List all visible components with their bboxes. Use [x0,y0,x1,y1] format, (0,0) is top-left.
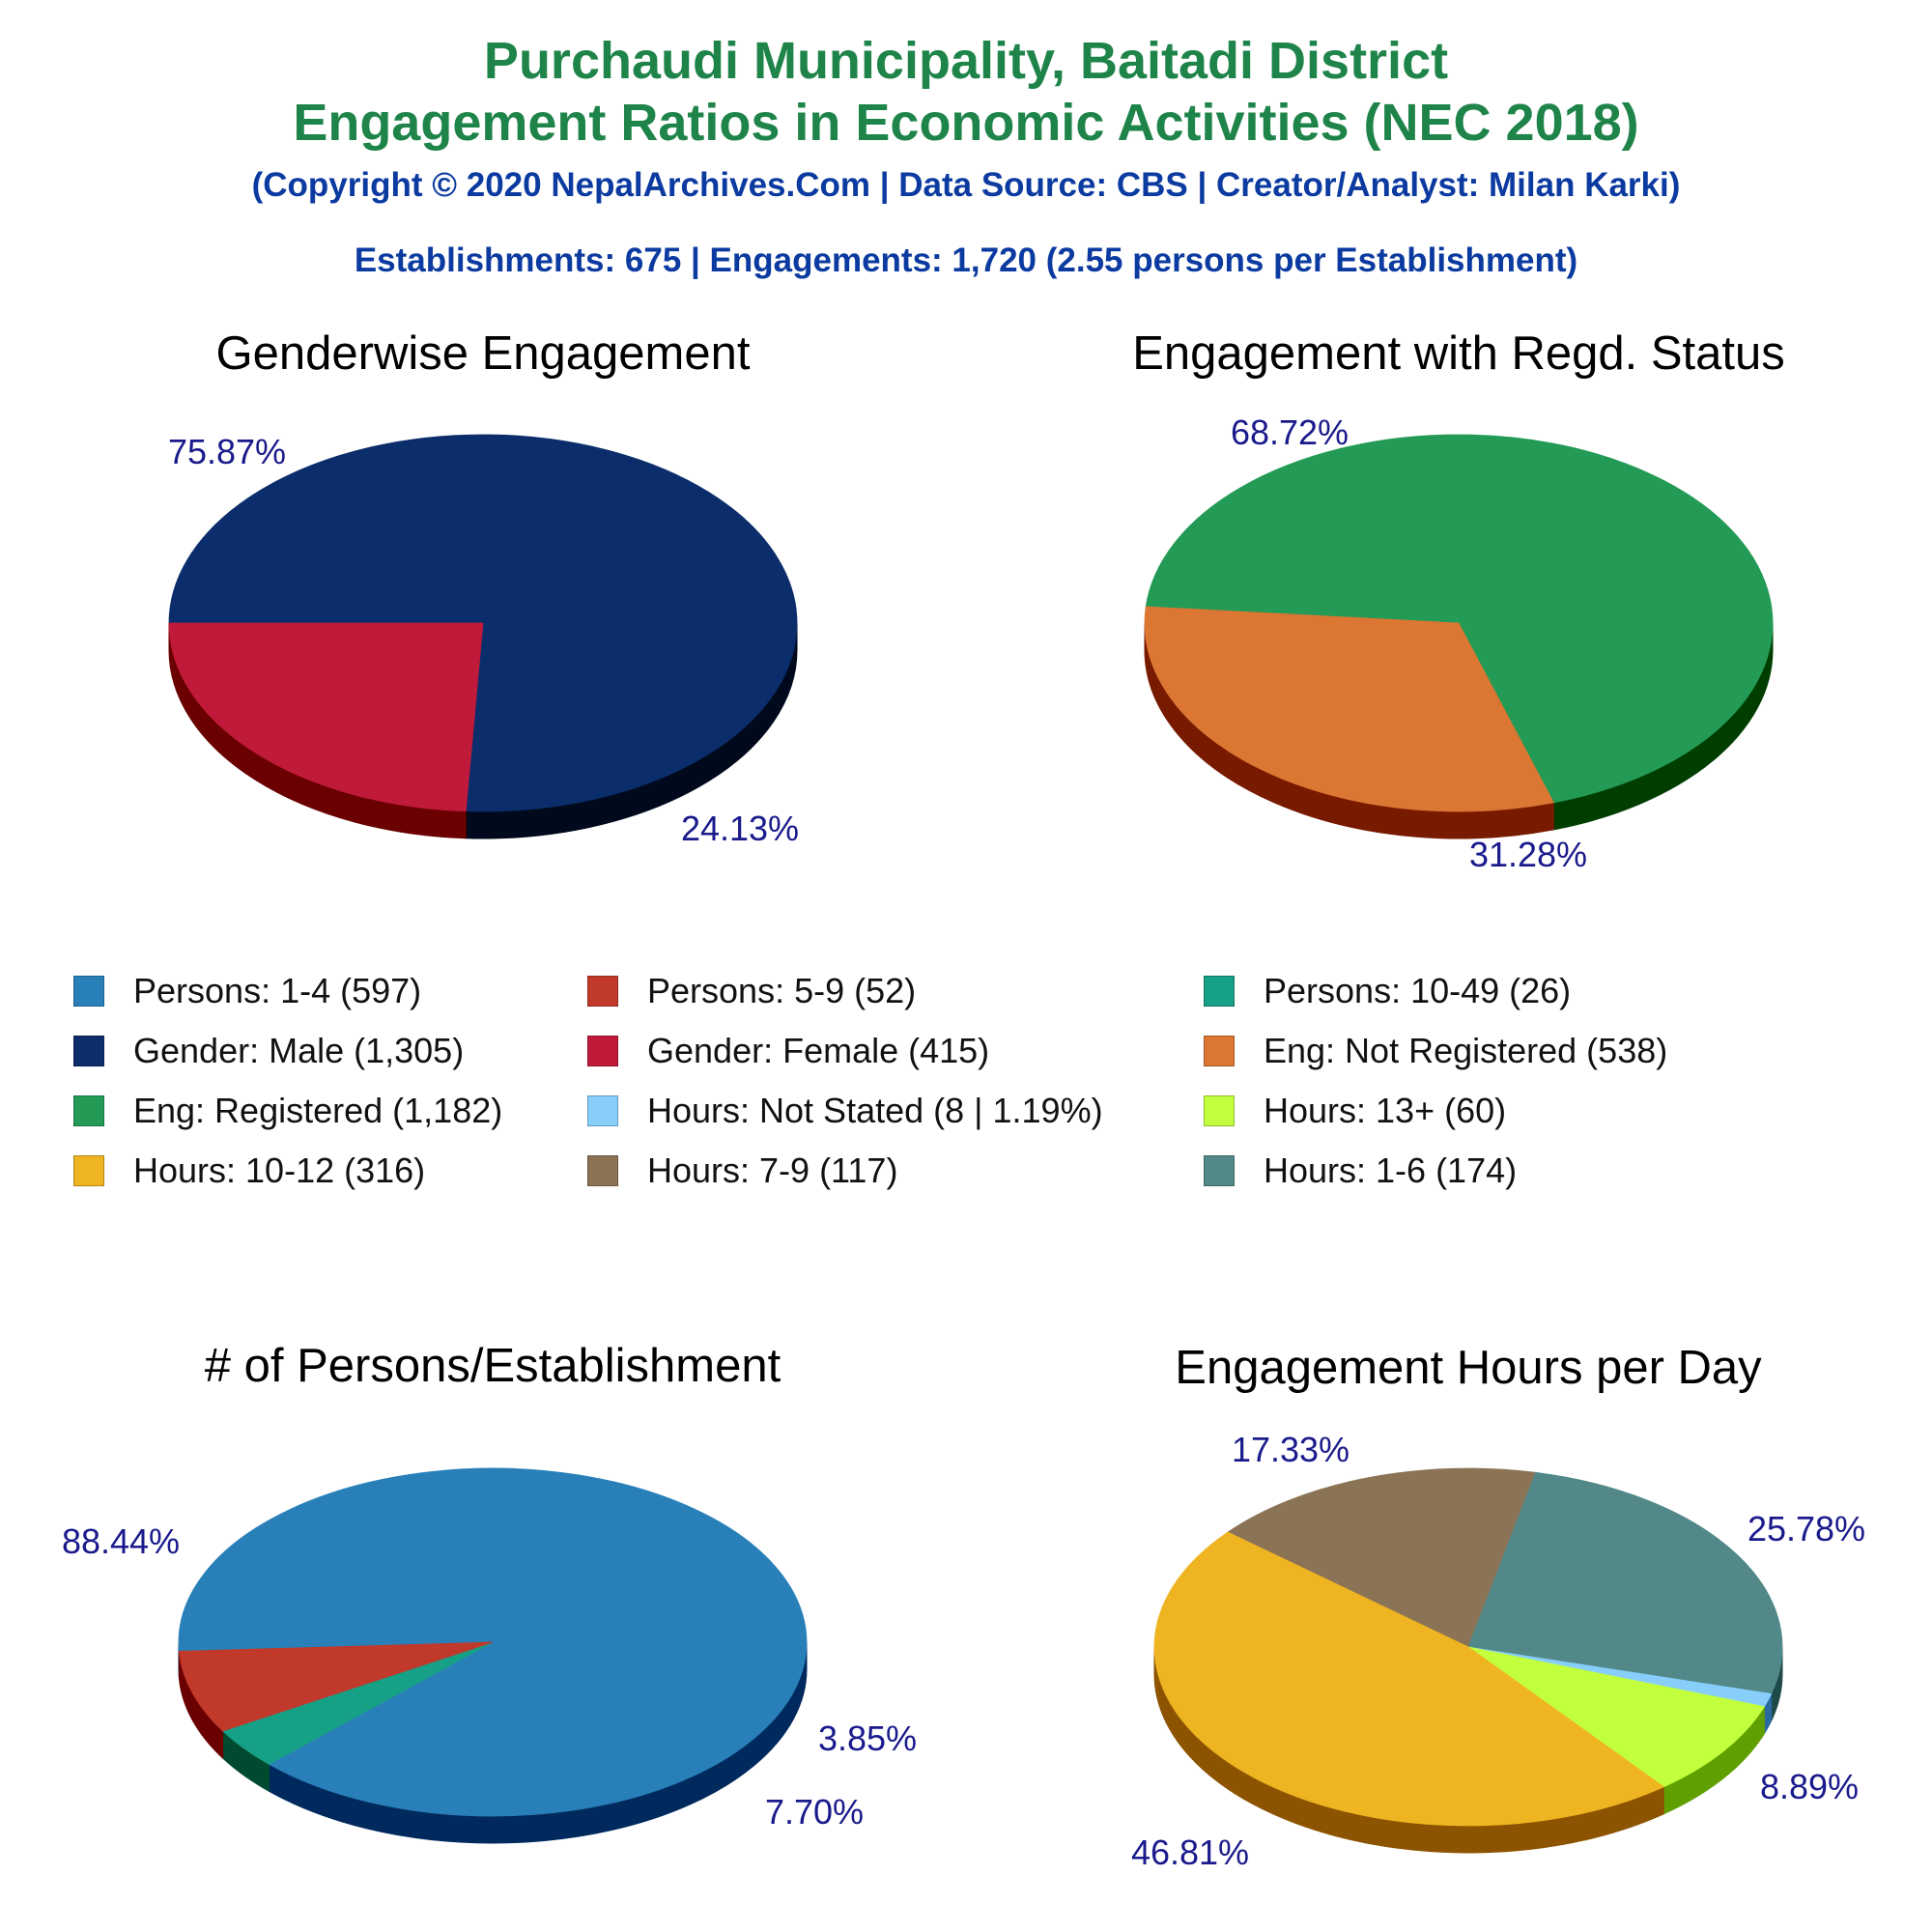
pie-label-persons-5-9: 7.70% [765,1792,864,1832]
legend-swatch [1204,1036,1235,1066]
pie-label-gender-male: 75.87% [168,432,286,471]
legend-item-gender-female-415: Gender: Female (415) [587,1021,989,1081]
main-title-line2: Engagement Ratios in Economic Activities… [293,94,1639,152]
pie-slice-hours-13 [1467,1646,1766,1788]
legend-label: Hours: 10-12 (316) [133,1151,426,1190]
pie-label-eng-registered: 68.72% [1231,412,1349,452]
pie-slice-gender-female [168,622,484,812]
main-title-line1: Purchaudi Municipality, Baitadi District [483,32,1449,90]
legend-swatch [1204,1095,1235,1126]
legend-item-hours-not-stated-8-1-19: Hours: Not Stated (8 | 1.19%) [587,1081,1103,1141]
chart-title: Genderwise Engagement [216,327,751,380]
pie-label-gender-female: 24.13% [681,809,799,848]
legend-row: Hours: 10-12 (316) Hours: 7-9 (117) Hours:… [73,1141,1909,1201]
legend-item-hours-13-60: Hours: 13+ (60) [1204,1081,1506,1141]
legend-item-gender-male-1-305: Gender: Male (1,305) [73,1021,464,1081]
pie-slice-hours-1-6 [1467,1471,1783,1694]
pie-label-eng-not-registered: 31.28% [1469,835,1587,874]
legend-label: Persons: 10-49 (26) [1264,971,1572,1010]
legend-label: Eng: Registered (1,182) [133,1091,503,1130]
legend-row: Persons: 1-4 (597) Persons: 5-9 (52) Perso… [73,961,1909,1021]
pie-chart-genderwise-engagement: Genderwise Engagement 75.87% 24.13% [168,327,799,848]
legend-swatch [73,976,104,1007]
pie-slice-persons-1-4 [178,1467,808,1817]
legend-item-hours-7-9-117: Hours: 7-9 (117) [587,1141,897,1201]
legend-swatch [587,1095,618,1126]
legend-row: Gender: Male (1,305) Gender: Female (415)… [73,1021,1909,1081]
legend-swatch [73,1095,104,1126]
legend-label: Persons: 1-4 (597) [133,971,422,1010]
summary-line: Establishments: 675 | Engagements: 1,720… [354,242,1578,279]
legend-label: Gender: Female (415) [647,1031,990,1070]
legend-label: Hours: 13+ (60) [1264,1091,1507,1130]
pie-chart-engagement-with-regd-status: Engagement with Regd. Status 68.72% 31.28% [1132,327,1785,874]
legend-swatch [73,1036,104,1066]
legend-item-hours-10-12-316: Hours: 10-12 (316) [73,1141,425,1201]
legend-swatch [587,1036,618,1066]
pie-label-hours-13: 8.89% [1760,1767,1859,1806]
legend-swatch [587,976,618,1007]
chart-title: Engagement Hours per Day [1175,1342,1762,1394]
chart-title: Engagement with Regd. Status [1132,327,1785,380]
copyright-line: (Copyright © 2020 NepalArchives.Com | Da… [251,166,1681,204]
legend-label: Persons: 5-9 (52) [647,971,917,1010]
pie-label-hours-10-12: 46.81% [1131,1833,1249,1872]
pie-label-persons-1-4: 88.44% [62,1521,180,1561]
pie-slice-persons-5-9 [179,1641,494,1732]
legend-item-persons-1-4-597: Persons: 1-4 (597) [73,961,421,1021]
legend-label: Gender: Male (1,305) [133,1031,465,1070]
pie-label-hours-1-6: 25.78% [1747,1509,1865,1548]
legend-swatch [587,1155,618,1186]
legend-item-persons-5-9-52: Persons: 5-9 (52) [587,961,916,1021]
legend-swatch [73,1155,104,1186]
legend-item-hours-1-6-174: Hours: 1-6 (174) [1204,1141,1517,1201]
chart-title: # of Persons/Establishment [205,1340,781,1392]
pie-slice-hours-10-12 [1153,1531,1665,1827]
legend-item-eng-registered-1-182: Eng: Registered (1,182) [73,1081,502,1141]
legend-label: Eng: Not Registered (538) [1264,1031,1668,1070]
pie-label-hours-7-9: 17.33% [1232,1430,1350,1469]
legend-label: Hours: 7-9 (117) [647,1151,898,1190]
legend-label: Hours: 1-6 (174) [1264,1151,1518,1190]
pie-slice-gender-male [168,434,798,812]
legend-row: Eng: Registered (1,182) Hours: Not Stated… [73,1081,1909,1141]
legend-label: Hours: Not Stated (8 | 1.19%) [647,1091,1103,1130]
pie-slice-hours-7-9 [1227,1467,1537,1648]
legend-item-eng-not-registered-538: Eng: Not Registered (538) [1204,1021,1667,1081]
pie-slice-eng-not-registered [1144,606,1554,812]
legend-swatch [1204,976,1235,1007]
legend-swatch [1204,1155,1235,1186]
pie-label-persons-10-49: 3.85% [818,1719,917,1758]
legend: Persons: 1-4 (597) Persons: 5-9 (52) Perso… [73,961,1909,1201]
pie-chart-engagement-hours-per-day: Engagement Hours per Day 17.33% 25.78% 8.89… [1131,1342,1865,1872]
pie-chart-of-persons-establishment: # of Persons/Establishment 88.44% 3.85% 7.7… [62,1340,917,1844]
pie-slice-eng-registered [1145,434,1774,804]
legend-item-persons-10-49-26: Persons: 10-49 (26) [1204,961,1571,1021]
